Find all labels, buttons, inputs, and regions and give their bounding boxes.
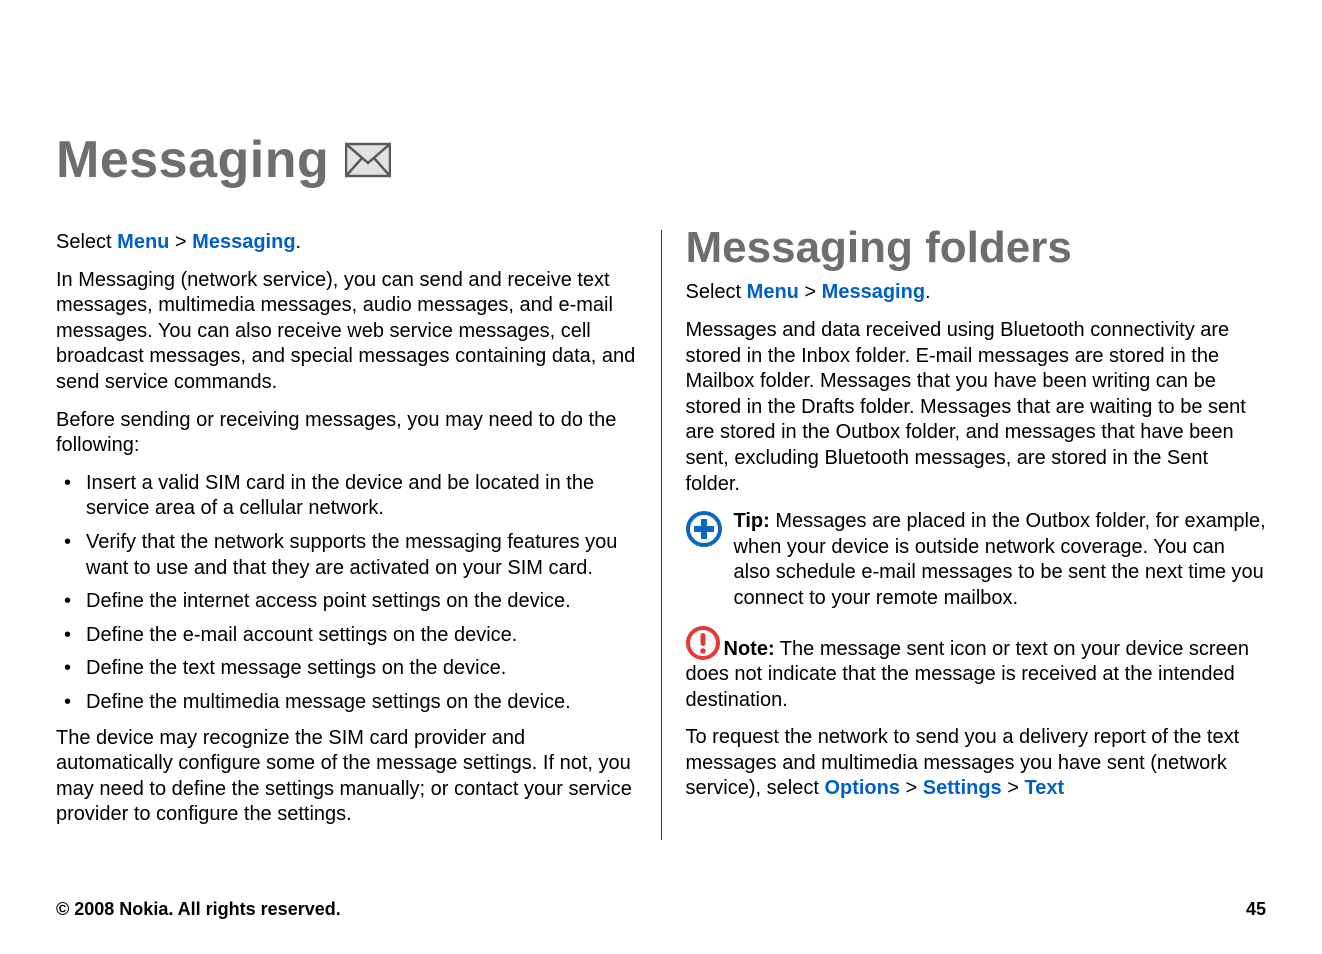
right-column: Messaging folders Select Menu > Messagin… bbox=[662, 230, 1267, 840]
link-settings: Settings bbox=[923, 777, 1002, 799]
separator: > bbox=[169, 231, 192, 253]
page-title: Messaging bbox=[56, 130, 329, 190]
list-item: Verify that the network supports the mes… bbox=[56, 530, 637, 581]
note-block: Note: The message sent icon or text on y… bbox=[686, 626, 1267, 714]
note-icon bbox=[686, 626, 720, 660]
link-text: Text bbox=[1024, 777, 1064, 799]
list-item: Insert a valid SIM card in the device an… bbox=[56, 471, 637, 522]
copyright-text: © 2008 Nokia. All rights reserved. bbox=[56, 899, 341, 920]
left-column: Select Menu > Messaging. In Messaging (n… bbox=[56, 230, 662, 840]
tip-icon bbox=[686, 511, 722, 547]
two-column-layout: Select Menu > Messaging. In Messaging (n… bbox=[56, 230, 1266, 840]
link-menu: Menu bbox=[747, 281, 799, 303]
paragraph: Messages and data received using Bluetoo… bbox=[686, 318, 1267, 497]
tip-text: Tip: Messages are placed in the Outbox f… bbox=[734, 509, 1267, 611]
envelope-icon bbox=[345, 137, 391, 183]
link-messaging: Messaging bbox=[192, 231, 295, 253]
select-menu-messaging: Select Menu > Messaging. bbox=[686, 280, 1267, 306]
list-item: Define the e-mail account settings on th… bbox=[56, 623, 637, 649]
tip-body: Messages are placed in the Outbox folder… bbox=[734, 510, 1266, 609]
page-title-row: Messaging bbox=[56, 130, 1266, 190]
page-footer: © 2008 Nokia. All rights reserved. 45 bbox=[56, 899, 1266, 920]
document-page: Messaging Select Menu > Messaging. In Me… bbox=[0, 0, 1322, 954]
paragraph: Before sending or receiving messages, yo… bbox=[56, 408, 637, 459]
tip-label: Tip: bbox=[734, 510, 770, 532]
page-number: 45 bbox=[1246, 899, 1266, 920]
list-item: Define the multimedia message settings o… bbox=[56, 690, 637, 716]
link-messaging: Messaging bbox=[822, 281, 925, 303]
list-item: Define the text message settings on the … bbox=[56, 656, 637, 682]
paragraph: The device may recognize the SIM card pr… bbox=[56, 726, 637, 828]
paragraph-options: To request the network to send you a del… bbox=[686, 725, 1267, 802]
bullet-list: Insert a valid SIM card in the device an… bbox=[56, 471, 637, 716]
text: Select bbox=[686, 281, 747, 303]
paragraph: In Messaging (network service), you can … bbox=[56, 268, 637, 396]
list-item: Define the internet access point setting… bbox=[56, 589, 637, 615]
separator: > bbox=[1002, 777, 1025, 799]
link-options: Options bbox=[824, 777, 900, 799]
text: Select bbox=[56, 231, 117, 253]
section-heading: Messaging folders bbox=[686, 224, 1267, 272]
select-menu-messaging: Select Menu > Messaging. bbox=[56, 230, 637, 256]
text: . bbox=[925, 281, 931, 303]
text: . bbox=[296, 231, 302, 253]
separator: > bbox=[900, 777, 923, 799]
tip-block: Tip: Messages are placed in the Outbox f… bbox=[686, 509, 1267, 611]
link-menu: Menu bbox=[117, 231, 169, 253]
separator: > bbox=[799, 281, 822, 303]
note-label: Note: bbox=[724, 638, 775, 660]
